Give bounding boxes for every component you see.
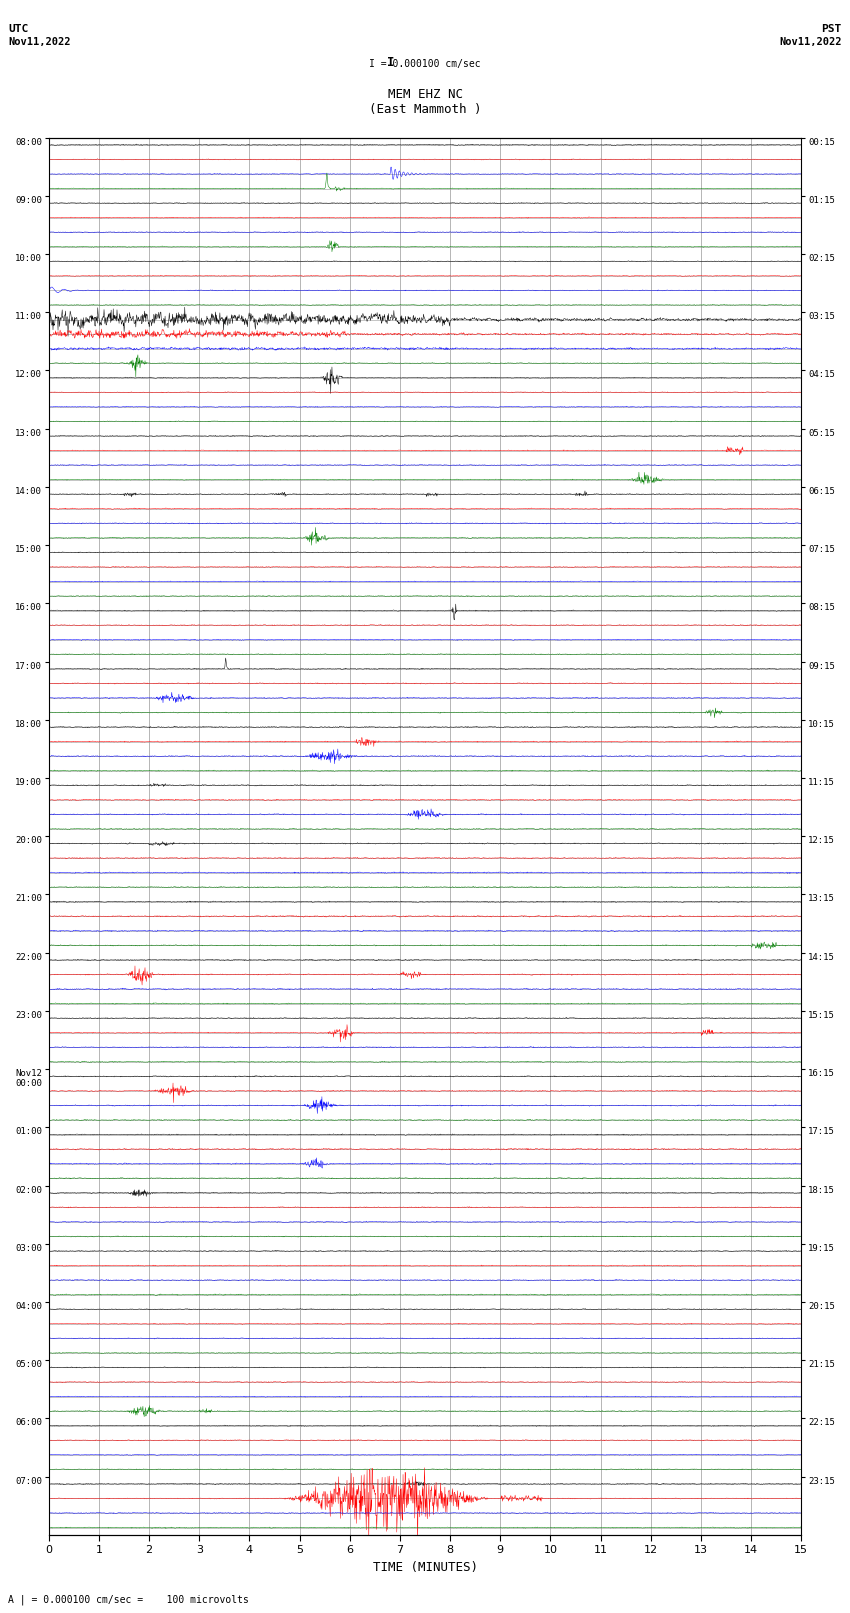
- Text: I = 0.000100 cm/sec: I = 0.000100 cm/sec: [369, 60, 481, 69]
- Text: I: I: [388, 56, 394, 69]
- Text: PST: PST: [821, 24, 842, 34]
- X-axis label: TIME (MINUTES): TIME (MINUTES): [372, 1561, 478, 1574]
- Text: A | = 0.000100 cm/sec =    100 microvolts: A | = 0.000100 cm/sec = 100 microvolts: [8, 1594, 249, 1605]
- Text: Nov11,2022: Nov11,2022: [779, 37, 842, 47]
- Text: UTC: UTC: [8, 24, 29, 34]
- Title: MEM EHZ NC
(East Mammoth ): MEM EHZ NC (East Mammoth ): [369, 87, 481, 116]
- Text: Nov11,2022: Nov11,2022: [8, 37, 71, 47]
